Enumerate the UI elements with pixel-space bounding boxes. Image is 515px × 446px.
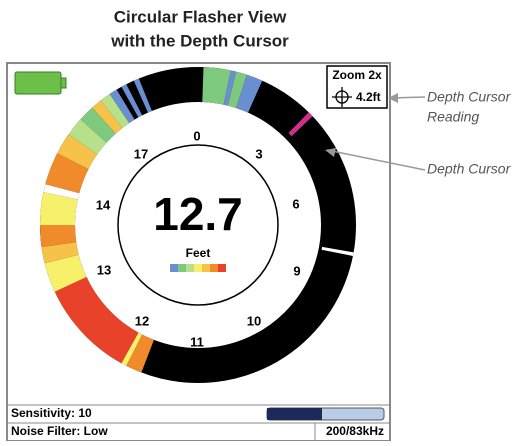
dial-label: 11 [190,334,204,349]
dial-label: 14 [96,197,111,212]
arrowhead [388,93,398,103]
ring-segment [80,107,116,143]
ring-segment [45,153,89,194]
ring-segment [41,242,79,264]
ring-segment [121,332,143,366]
ring-segment [321,246,354,256]
ring-segment [202,67,231,105]
ring-segment [236,74,263,113]
noise-filter: Noise Filter: Low [11,424,108,438]
cursor-depth: 4.2ft [356,90,381,104]
depth-units: Feet [186,246,211,260]
ring-segment [288,112,313,137]
callout: Depth Cursor [427,89,512,105]
crosshair-icon [332,87,352,107]
ring-segment [133,78,152,113]
ring-segment [109,89,135,124]
zoom-level: Zoom 2x [332,68,382,82]
flasher-ring [40,67,356,383]
arrowhead [325,148,336,157]
ring-segment [126,334,154,373]
ring-segment [57,134,98,170]
ring-segment [223,70,237,106]
callout: Depth Cursor [427,161,512,177]
battery [14,71,62,95]
ring-segment [100,94,130,129]
dial-label: 0 [193,128,200,143]
ring-segment [227,71,247,109]
callout-arrow [326,149,426,171]
dial-label: 17 [134,146,148,161]
dial-label: 6 [292,196,299,211]
dial-label: 3 [255,146,262,161]
depth-reading: 12.7 [153,188,243,240]
callout: Reading [427,109,479,125]
title: Circular Flasher View [114,7,287,26]
dial-label: 9 [293,263,300,278]
ring-segment [92,100,123,134]
ring-segment [40,225,77,247]
ring-segment [54,276,139,364]
battery-tip [60,77,67,89]
sensitivity-fill [267,408,322,420]
ring-segment [40,192,78,225]
dial-label: 12 [135,313,149,328]
color-legend [170,264,226,272]
dial-label: 13 [97,262,111,277]
dial-label: 10 [247,313,261,328]
ring-segment [68,119,107,155]
title: with the Depth Cursor [110,31,289,50]
frequency: 200/83kHz [326,424,384,438]
ring-segment [44,254,87,292]
ring-segment [43,184,80,200]
inner-circle [117,144,279,306]
sensitivity: Sensitivity: 10 [11,406,92,420]
ring-segment [121,84,143,118]
